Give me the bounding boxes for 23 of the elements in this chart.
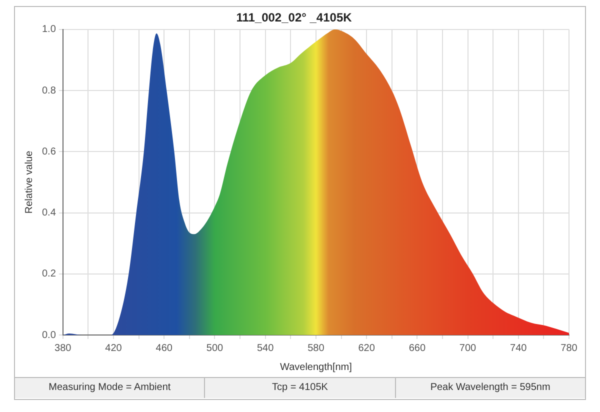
x-tick-label: 420 (105, 342, 122, 354)
x-tick-label: 580 (308, 342, 325, 354)
text: Peak Wavelength = 595nm (429, 381, 552, 395)
x-tick-label: 540 (256, 342, 274, 354)
x-tick-label: 740 (510, 342, 528, 354)
y-tick-label: 1.0 (42, 24, 56, 36)
y-tick-label: 0.8 (42, 85, 56, 96)
x-tick-label: 780 (560, 342, 578, 354)
x-tick-label: 660 (408, 342, 426, 354)
y-tick-label: 0.2 (42, 268, 56, 280)
chart-title: 111_002_02° _4105K (236, 10, 352, 25)
x-tick-label: 620 (358, 342, 376, 354)
y-tick-label: 0.0 (42, 330, 56, 341)
text: Tcp = 4105K (205, 378, 396, 398)
y-axis-title: Relative value (24, 150, 35, 214)
x-axis-title: Wavelength[nm] (280, 362, 352, 373)
x-tick-label: 500 (206, 342, 224, 354)
x-tick-label: 380 (54, 342, 72, 354)
text: Measuring Mode = Ambient (15, 378, 206, 398)
y-tick-label: 0.6 (42, 146, 56, 158)
y-tick-label: 0.4 (42, 208, 56, 219)
x-tick-label: 700 (459, 342, 477, 354)
x-tick-label: 460 (156, 342, 173, 354)
